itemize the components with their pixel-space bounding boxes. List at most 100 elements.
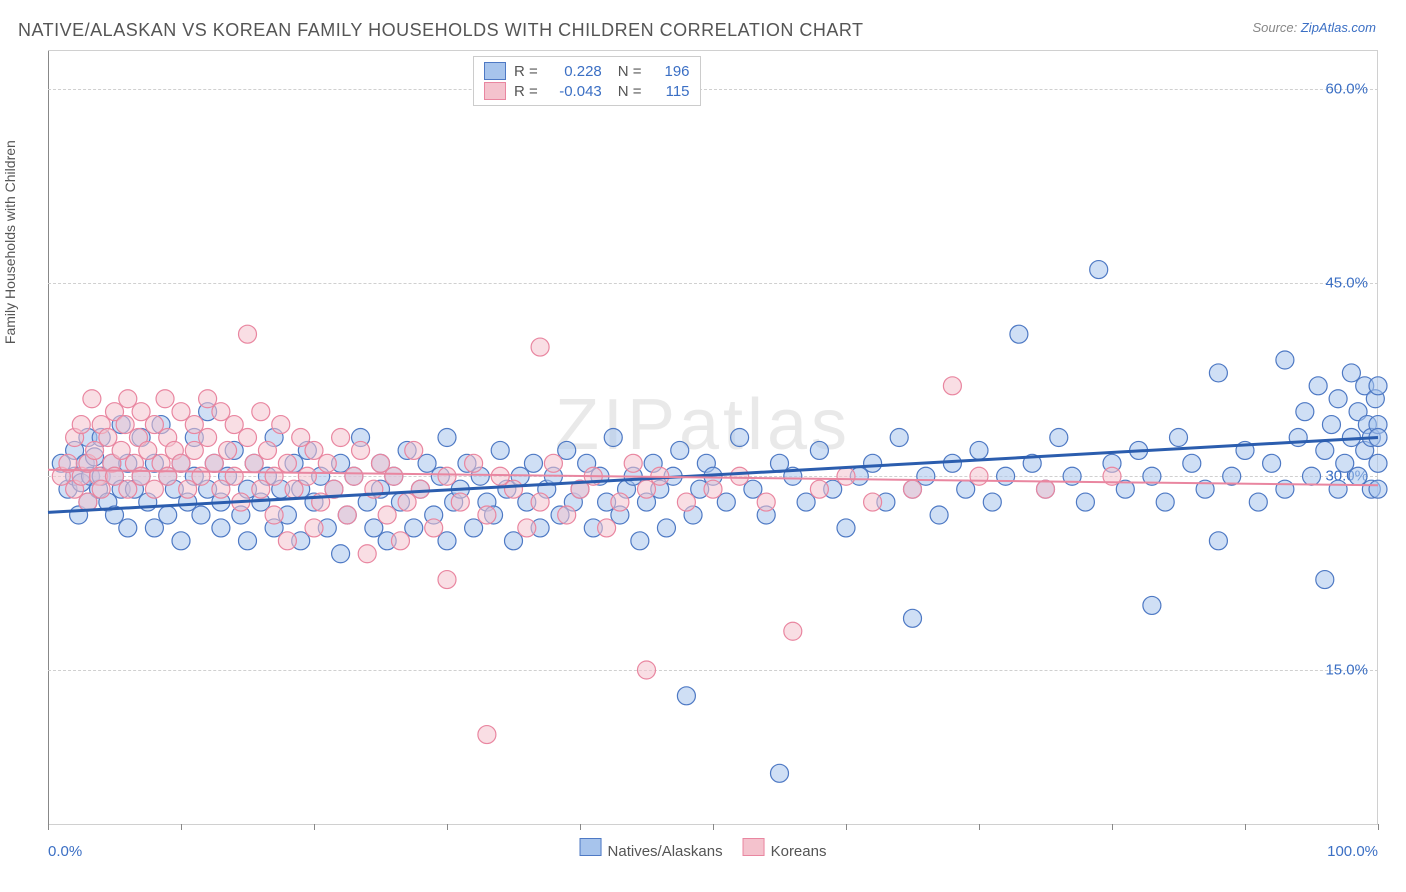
scatter-point [943,377,961,395]
scatter-point [638,480,656,498]
scatter-point [438,429,456,447]
scatter-point [1303,467,1321,485]
scatter-point [731,467,749,485]
scatter-point [1143,596,1161,614]
legend-swatch [743,838,765,856]
scatter-point [837,467,855,485]
scatter-point [677,493,695,511]
scatter-point [810,441,828,459]
scatter-plot-svg [48,50,1378,825]
scatter-point [411,480,429,498]
scatter-point [531,338,549,356]
scatter-point [438,467,456,485]
scatter-point [418,454,436,472]
scatter-point [172,403,190,421]
chart-title: NATIVE/ALASKAN VS KOREAN FAMILY HOUSEHOL… [18,20,864,41]
scatter-point [338,506,356,524]
scatter-point [305,441,323,459]
scatter-point [671,441,689,459]
scatter-point [731,429,749,447]
scatter-point [192,506,210,524]
scatter-point [119,390,137,408]
stats-r-label: R = [514,83,538,100]
scatter-point [345,467,363,485]
scatter-point [145,416,163,434]
scatter-point [1369,377,1387,395]
scatter-point [1276,351,1294,369]
scatter-point [771,764,789,782]
scatter-point [199,429,217,447]
scatter-point [159,467,177,485]
scatter-point [265,467,283,485]
scatter-point [611,493,629,511]
scatter-point [292,429,310,447]
scatter-point [757,493,775,511]
scatter-point [405,441,423,459]
scatter-point [252,480,270,498]
scatter-point [864,454,882,472]
scatter-point [491,441,509,459]
scatter-point [465,454,483,472]
scatter-point [997,467,1015,485]
scatter-point [638,661,656,679]
scatter-point [72,416,90,434]
scatter-point [451,493,469,511]
scatter-point [272,416,290,434]
scatter-point [298,467,316,485]
legend-item: Natives/Alaskans [580,838,723,860]
scatter-point [677,687,695,705]
stats-n-value: 115 [650,83,690,100]
scatter-point [438,571,456,589]
scatter-point [278,454,296,472]
scatter-point [1156,493,1174,511]
scatter-point [957,480,975,498]
scatter-point [305,519,323,537]
scatter-point [904,480,922,498]
scatter-point [285,480,303,498]
scatter-point [358,545,376,563]
scatter-point [1329,390,1347,408]
scatter-point [558,441,576,459]
scatter-point [930,506,948,524]
scatter-point [185,441,203,459]
scatter-point [1309,377,1327,395]
scatter-point [139,441,157,459]
scatter-point [784,622,802,640]
scatter-point [598,519,616,537]
scatter-point [398,493,416,511]
scatter-point [332,545,350,563]
scatter-point [890,429,908,447]
scatter-point [518,519,536,537]
scatter-point [1276,480,1294,498]
scatter-point [478,726,496,744]
scatter-point [391,532,409,550]
scatter-point [1209,364,1227,382]
scatter-point [159,506,177,524]
source-link[interactable]: ZipAtlas.com [1301,20,1376,35]
scatter-point [239,429,257,447]
scatter-point [491,467,509,485]
scatter-point [239,532,257,550]
scatter-point [1322,416,1340,434]
scatter-point [318,454,336,472]
scatter-point [604,429,622,447]
scatter-point [864,493,882,511]
scatter-point [278,532,296,550]
stats-r-value: 0.228 [546,63,602,80]
scatter-point [258,441,276,459]
scatter-point [631,532,649,550]
scatter-point [1369,480,1387,498]
scatter-point [145,519,163,537]
scatter-point [83,390,101,408]
scatter-point [1336,454,1354,472]
scatter-point [119,519,137,537]
scatter-point [1037,480,1055,498]
scatter-point [904,609,922,627]
scatter-point [212,480,230,498]
scatter-point [405,519,423,537]
scatter-point [365,519,383,537]
legend-label: Koreans [771,843,827,860]
scatter-point [1316,571,1334,589]
correlation-stats-legend: R =0.228N =196R =-0.043N =115 [473,56,701,106]
scatter-point [199,390,217,408]
